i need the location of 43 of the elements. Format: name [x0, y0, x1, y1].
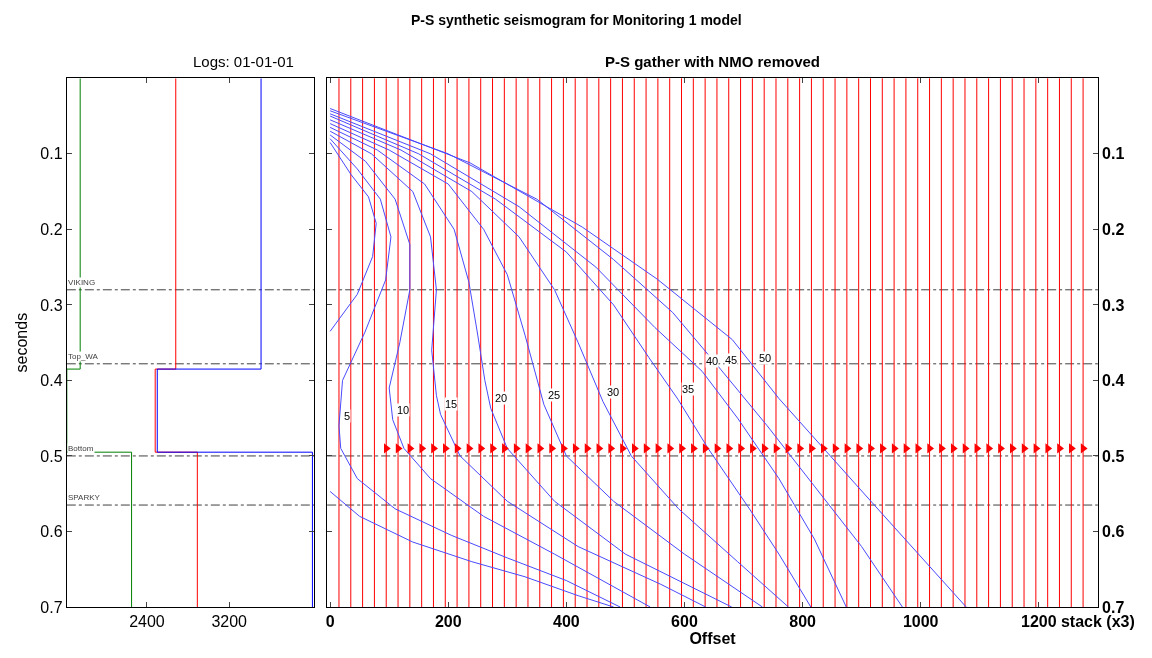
y-tick-label: 0.2: [1102, 220, 1125, 238]
annotation: 30: [607, 386, 620, 398]
ref-line-label: Bottom: [68, 444, 94, 453]
x-tick-label: 1200: [1021, 613, 1057, 631]
ref-line-label: SPARKY: [68, 493, 101, 502]
y-tick-label: 0.5: [1102, 447, 1125, 465]
ref-line-label: Top_WA: [68, 352, 99, 361]
annotation: 15: [445, 398, 458, 410]
x-axis-title: Offset: [689, 630, 737, 648]
annotation: 20: [495, 392, 508, 404]
annotation: 50: [759, 352, 772, 364]
x-tick-label: 1000: [902, 613, 939, 631]
y-tick-label: 0.7: [40, 598, 63, 616]
annotation: 10: [397, 404, 410, 416]
y-tick-label: 0.1: [40, 145, 63, 163]
y-tick-label: 0.1: [1102, 145, 1125, 163]
x-tick-label: 200: [434, 613, 462, 631]
annotation: 40: [706, 355, 719, 367]
chart-title: P-S gather with NMO removed: [605, 53, 821, 70]
x-tick-label: 800: [789, 613, 817, 631]
ref-line-label: VIKING: [68, 278, 96, 287]
annotation: 45: [725, 354, 738, 366]
x-tick-label: 400: [553, 613, 580, 631]
y-tick-label: 0.6: [40, 523, 63, 541]
y-tick-label: 0.2: [40, 220, 63, 238]
annotation: 25: [548, 389, 561, 401]
y-tick-label: 0.4: [40, 372, 63, 390]
y-tick-label: 0.3: [40, 296, 63, 314]
y-tick-label: 0.7: [1102, 598, 1125, 616]
chart-title: Logs: 01-01-01: [193, 53, 294, 70]
x-tick-label: 600: [671, 613, 698, 631]
y-tick-label: 0.5: [40, 447, 63, 465]
y-tick-label: 0.4: [1102, 372, 1125, 390]
x-tick-label: stack (x3): [1060, 613, 1135, 631]
x-tick-label: 0: [325, 613, 335, 631]
x-tick-label: 2400: [129, 613, 165, 631]
y-tick-label: 0.3: [1102, 296, 1125, 314]
y-axis-title: seconds: [13, 312, 31, 373]
text: P-S synthetic seismogram for Monitoring 1 model: [411, 12, 742, 28]
x-tick-label: 3200: [211, 613, 248, 631]
annotation: 35: [682, 383, 695, 395]
y-tick-label: 0.6: [1102, 523, 1125, 541]
annotation: 5: [344, 410, 351, 422]
